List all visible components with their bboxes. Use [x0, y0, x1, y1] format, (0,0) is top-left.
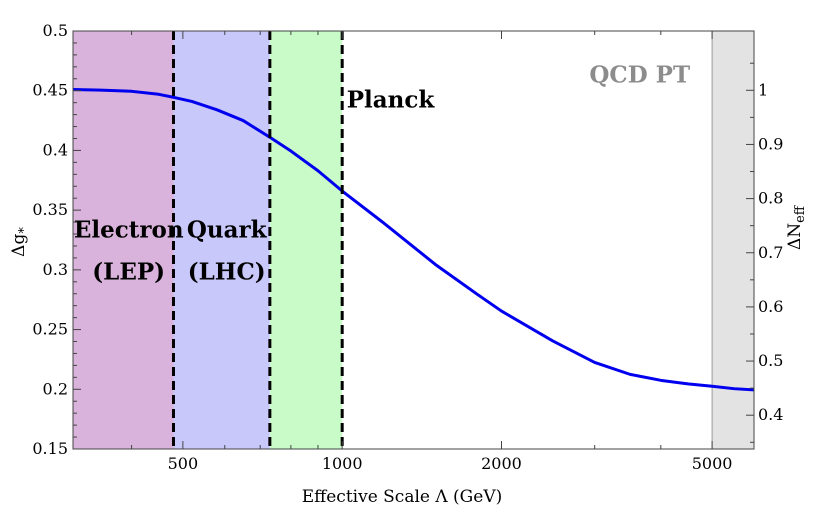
y-tick-label-3: 0.3: [43, 260, 68, 279]
y2-axis-title-sub: eff: [793, 204, 808, 223]
annotation-0-line-1: (LEP): [92, 258, 165, 285]
y-tick-label-7: 0.5: [43, 21, 68, 40]
plot-frame: [72, 30, 755, 450]
series-line-0: [72, 88, 755, 392]
tick-layer: 500 1000 2000 5000 0.15 0.2 0.25 0.3 0.35 0.4 0.45…: [32, 21, 783, 473]
y-tick-label-2: 0.25: [32, 320, 68, 339]
x-tick-label-1: 1000: [322, 454, 363, 473]
y-tick-label-5: 0.4: [43, 140, 68, 159]
y2-tick-label-4: 0.8: [758, 189, 783, 208]
y-tick-label-0: 0.15: [32, 439, 68, 458]
x-tick-label-3: 5000: [692, 454, 733, 473]
y2-axis-title: ΔNeff: [785, 204, 808, 250]
annotation-3-line-0: QCD PT: [589, 61, 690, 88]
y-tick-label-4: 0.35: [32, 200, 68, 219]
series-layer: [72, 88, 755, 392]
region-3: [712, 31, 754, 449]
y2-tick-label-0: 0.4: [758, 405, 783, 424]
y-axis-title: Δg*: [9, 227, 32, 257]
x-tick-label-0: 500: [168, 454, 199, 473]
annotation-layer: Electron (LEP) Quark (LHC) Planck QCD PT: [74, 61, 690, 285]
y2-tick-label-1: 0.5: [758, 351, 783, 370]
annotation-1-line-0: Quark: [187, 217, 268, 244]
y2-tick-label-6: 1: [758, 80, 768, 99]
annotation-0-line-0: Electron: [74, 217, 184, 244]
y2-tick-label-3: 0.7: [758, 243, 783, 262]
y2-tick-label-5: 0.9: [758, 134, 783, 153]
region-0: [73, 31, 174, 449]
y2-axis-title-main: ΔN: [785, 223, 805, 250]
y-tick-label-1: 0.2: [43, 379, 68, 398]
annotation-2-line-0: Planck: [347, 86, 436, 113]
x-axis-title: Effective Scale Λ (GeV): [302, 487, 502, 507]
y-axis-title-main: Δg: [9, 234, 29, 257]
y-axis-title-sub: *: [17, 227, 32, 234]
region-2: [269, 31, 343, 449]
y2-tick-label-2: 0.6: [758, 297, 783, 316]
annotation-1-line-1: (LHC): [188, 258, 266, 285]
x-tick-label-2: 2000: [481, 454, 522, 473]
y-tick-label-6: 0.45: [32, 81, 68, 100]
